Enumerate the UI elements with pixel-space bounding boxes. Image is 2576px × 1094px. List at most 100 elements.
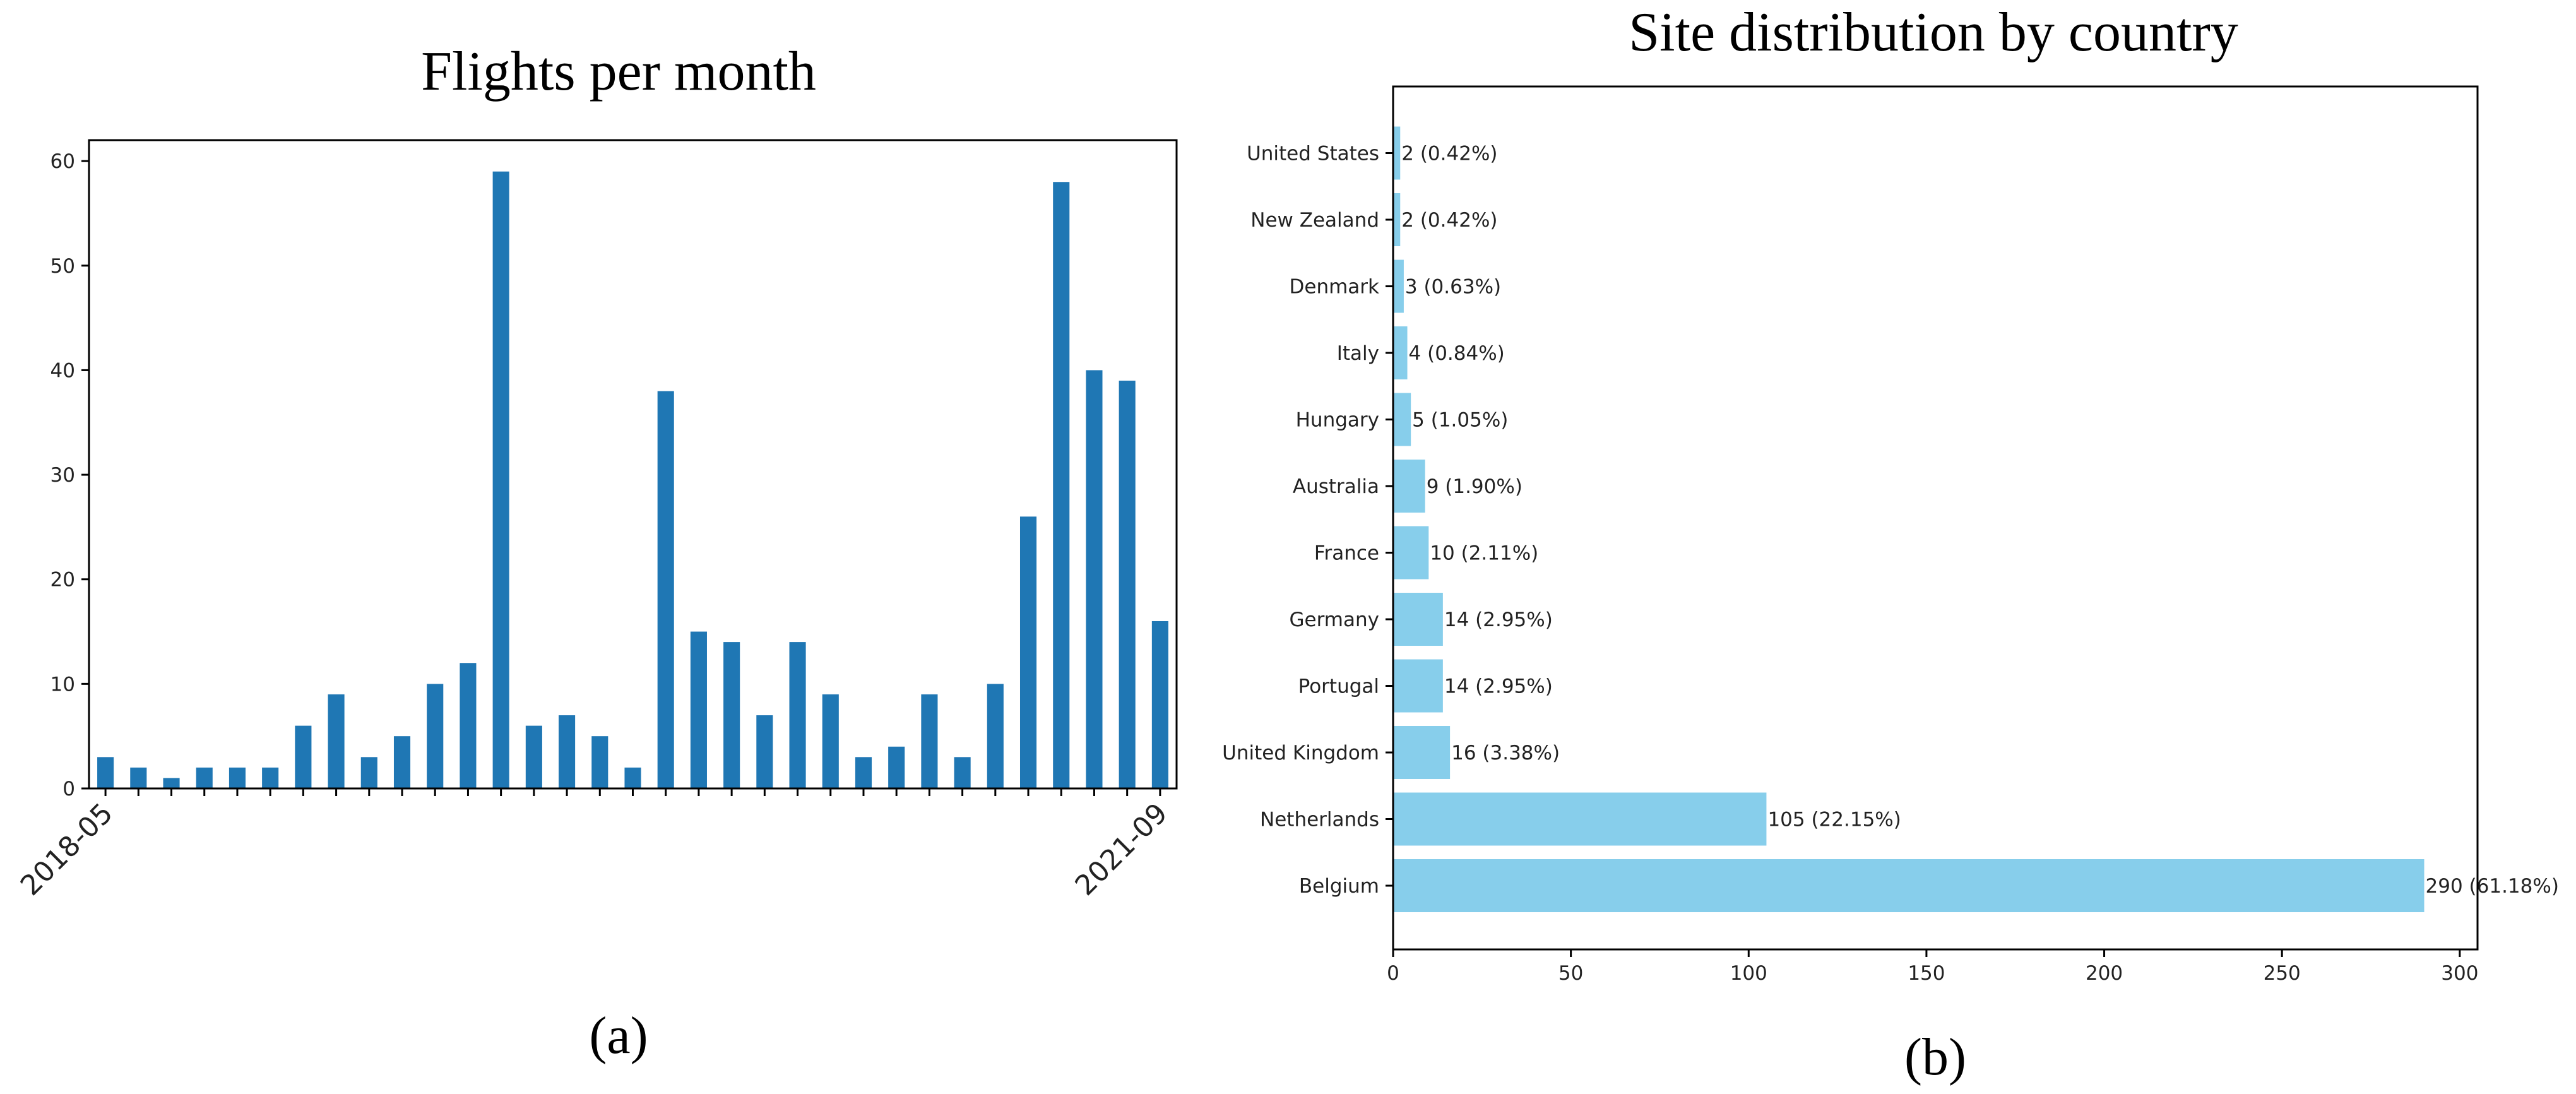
chart-b-x-tick-label: 150: [1908, 962, 1945, 985]
chart-b-category-label: Italy: [1337, 342, 1379, 365]
chart-a-bar: [328, 694, 345, 788]
chart-a-bar: [954, 757, 971, 788]
chart-b-data-label: 290 (61.18%): [2426, 875, 2559, 898]
chart-b-bar: [1393, 460, 1425, 513]
chart-a-bar: [756, 715, 773, 788]
chart-b-category-label: Australia: [1293, 475, 1379, 498]
chart-b-frame: [1392, 85, 2479, 951]
chart-b-category-label: United States: [1247, 143, 1379, 165]
chart-b-data-label: 9 (1.90%): [1427, 475, 1522, 498]
chart-b-data-label: 4 (0.84%): [1409, 342, 1505, 365]
chart-a-bar: [690, 631, 707, 788]
chart-a-bar: [1151, 621, 1168, 788]
chart-a-y-tick-label: 30: [50, 464, 75, 487]
chart-a-y-tick-label: 40: [50, 359, 75, 382]
chart-b-category-label: Netherlands: [1260, 809, 1379, 831]
chart-a-bar: [229, 767, 246, 788]
chart-b-bar: [1393, 393, 1411, 446]
chart-b-bar: [1393, 326, 1408, 379]
chart-a-bar: [921, 694, 938, 788]
chart-a-y-tick-label: 60: [50, 150, 75, 173]
chart-b-data-label: 10 (2.11%): [1430, 542, 1538, 565]
chart-a-bar: [163, 778, 180, 788]
chart-b-data-label: 105 (22.15%): [1767, 809, 1901, 831]
chart-a-bar: [262, 767, 279, 788]
chart-a-y-tick-label: 0: [62, 778, 75, 800]
chart-b-bar: [1393, 126, 1401, 180]
chart-b-x-tick-label: 200: [2086, 962, 2123, 985]
chart-a-caption: (a): [589, 1006, 648, 1065]
chart-b-bars: 2 (0.42%) 2 (0.42%) 3 (0.63%) 4 (0.84%) 5 (1…: [1393, 126, 2559, 912]
chart-b-data-label: 3 (0.63%): [1405, 276, 1501, 299]
chart-b-data-label: 5 (1.05%): [1412, 409, 1508, 432]
chart-a-bar: [624, 767, 641, 788]
chart-a-bar: [1053, 182, 1070, 788]
chart-a-y-tick-label: 50: [50, 255, 75, 278]
chart-a-bar: [822, 694, 839, 788]
chart-b-category-label: Portugal: [1298, 675, 1379, 698]
chart-a-bar: [492, 171, 509, 788]
chart-b-bar: [1393, 659, 1443, 713]
chart-a-bar: [196, 767, 213, 788]
chart-b-category-label: France: [1314, 542, 1379, 565]
chart-a-frame: [88, 139, 1178, 790]
chart-a-bar: [360, 757, 377, 788]
chart-b-x-tick-label: 50: [1558, 962, 1583, 985]
chart-b-bar: [1393, 259, 1404, 313]
chart-a-bar: [855, 757, 872, 788]
chart-a-y-tick-label: 20: [50, 569, 75, 592]
chart-b-data-label: 16 (3.38%): [1451, 742, 1560, 764]
chart-b-category-label: Denmark: [1290, 276, 1380, 299]
chart-b-data-label: 14 (2.95%): [1444, 609, 1553, 631]
chart-b-caption: (b): [1904, 1028, 1966, 1086]
chart-a-bar: [393, 736, 411, 788]
chart-b-x-tick-label: 300: [2441, 962, 2478, 985]
chart-a-bar: [657, 391, 674, 788]
chart-a-bar: [1019, 516, 1037, 788]
chart-a-bar: [987, 684, 1004, 788]
chart-b-data-label: 2 (0.42%): [1401, 209, 1497, 232]
chart-a-x-tick-label: 2018-05: [15, 797, 119, 902]
chart-a-bar: [460, 663, 477, 788]
site-distribution-chart: Site distribution by country 2 (0.42%)2 …: [1222, 2, 2559, 1086]
chart-b-data-label: 2 (0.42%): [1401, 143, 1497, 165]
chart-a-bar: [427, 684, 444, 788]
chart-b-x-tick-label: 100: [1730, 962, 1767, 985]
chart-b-x-axis: 0 50 100 150 200 250 300: [1387, 949, 2478, 985]
chart-a-bar: [1119, 380, 1136, 788]
chart-a-bars: [97, 171, 1168, 796]
chart-b-category-label: United Kingdom: [1222, 742, 1379, 764]
chart-a-y-axis: 0 10 20 30 40 50 60: [50, 150, 89, 800]
chart-b-category-label: Germany: [1290, 609, 1379, 631]
chart-b-y-axis: United States New Zealand Denmark Italy Hung…: [1222, 143, 1393, 898]
chart-a-y-tick-label: 10: [50, 673, 75, 696]
chart-a-x-axis: 2018-05 2021-09: [15, 797, 1174, 902]
chart-a-bar: [723, 642, 740, 788]
chart-a-x-tick-label: 2021-09: [1069, 797, 1174, 902]
chart-b-category-label: New Zealand: [1250, 209, 1379, 232]
chart-b-bar: [1393, 526, 1429, 580]
chart-a-bar: [97, 757, 114, 788]
chart-a-bar: [789, 642, 806, 788]
chart-b-x-tick-label: 250: [2264, 962, 2301, 985]
chart-a-bar: [888, 746, 905, 788]
chart-a-bar: [130, 767, 147, 788]
chart-b-x-tick-label: 0: [1387, 962, 1399, 985]
chart-a-title: Flights per month: [421, 41, 816, 102]
chart-b-bar: [1393, 726, 1451, 779]
chart-b-bar: [1393, 193, 1401, 246]
chart-b-bar: [1393, 593, 1443, 646]
chart-a-bar: [559, 715, 576, 788]
chart-b-category-label: Belgium: [1299, 875, 1379, 898]
chart-a-bar: [591, 736, 608, 788]
chart-b-category-label: Hungary: [1296, 409, 1379, 432]
chart-b-bar: [1393, 792, 1767, 846]
chart-a-bar: [525, 725, 542, 788]
chart-b-data-label: 14 (2.95%): [1444, 675, 1553, 698]
chart-a-bar: [295, 725, 312, 788]
chart-a-bar: [1086, 370, 1103, 788]
chart-b-bar: [1393, 859, 2425, 912]
chart-b-title: Site distribution by country: [1629, 2, 2238, 63]
